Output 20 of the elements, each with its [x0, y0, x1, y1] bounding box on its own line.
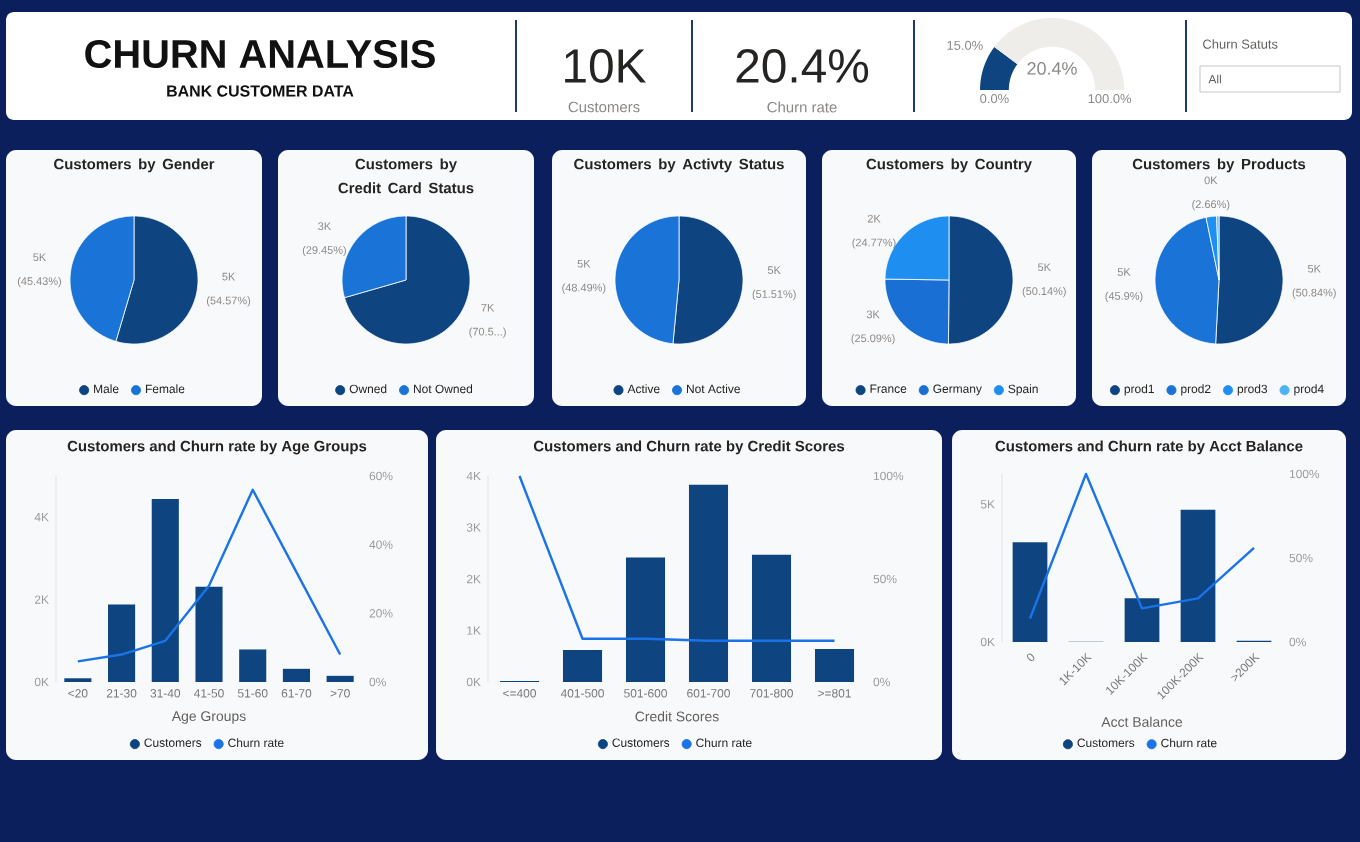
bar [1124, 598, 1160, 642]
bar [1180, 509, 1216, 642]
text: 20.4% [1027, 62, 1077, 75]
bar [562, 650, 603, 682]
text: CHURN ANALYSIS [85, 39, 435, 69]
bar [326, 675, 354, 682]
bar [239, 649, 267, 682]
text: 20.4% [736, 49, 869, 83]
text: 10K [565, 49, 646, 83]
line-series [1028, 472, 1256, 620]
line-series [76, 488, 342, 663]
bar [688, 484, 729, 682]
bar [108, 604, 136, 682]
bar [814, 649, 855, 682]
bar [1012, 542, 1048, 642]
bar [625, 557, 666, 682]
bar [282, 668, 310, 682]
bar [151, 499, 179, 682]
bar [751, 554, 792, 682]
bar [195, 586, 223, 682]
